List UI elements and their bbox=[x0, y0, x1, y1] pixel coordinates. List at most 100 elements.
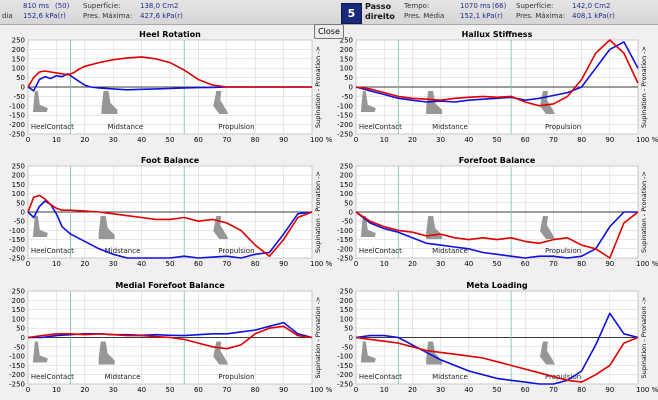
y-tick-label: 150 bbox=[340, 55, 353, 63]
y-tick-label: 200 bbox=[340, 172, 353, 180]
phase-label: Propulsion bbox=[545, 123, 581, 131]
chart-title: Foot Balance bbox=[141, 156, 200, 165]
x-tick-label: 30 bbox=[109, 386, 118, 394]
foot-silhouette-icon bbox=[32, 341, 48, 363]
y-tick-label: 50 bbox=[16, 325, 25, 333]
phase-label: Midstance bbox=[432, 247, 468, 255]
phase-label: HeelContact bbox=[31, 373, 74, 381]
x-tick-label: 60 bbox=[194, 386, 203, 394]
x-tick-label: 60 bbox=[194, 260, 203, 268]
foot-silhouette-icon bbox=[360, 216, 376, 237]
left-max-label: Pres. Máxima: bbox=[83, 12, 133, 20]
y-tick-label: 100 bbox=[12, 190, 25, 198]
phase-label: Midstance bbox=[105, 373, 141, 381]
x-tick-label: 80 bbox=[251, 386, 260, 394]
x-tick-label: 50 bbox=[493, 260, 502, 268]
y-tick-label: 250 bbox=[340, 37, 353, 45]
x-tick-label: 20 bbox=[408, 136, 417, 144]
y-axis-side-label: Supination - Pronation -> bbox=[640, 46, 648, 128]
x-tick-label: 90 bbox=[279, 386, 288, 394]
step-line1: Passo bbox=[365, 2, 392, 11]
y-tick-label: -200 bbox=[337, 245, 353, 253]
y-tick-label: -150 bbox=[9, 236, 25, 244]
left-partial-pres: 152,6 kPa(r) bbox=[23, 12, 66, 20]
x-tick-label: 40 bbox=[137, 136, 146, 144]
x-tick-label: 90 bbox=[279, 260, 288, 268]
series-line bbox=[27, 194, 313, 257]
y-tick-label: -200 bbox=[9, 121, 25, 129]
x-tick-label: 100 % bbox=[310, 136, 333, 144]
x-tick-label: 0 bbox=[26, 260, 30, 268]
foot-silhouette-icon bbox=[98, 216, 115, 239]
series-line bbox=[355, 211, 639, 259]
x-tick-label: 20 bbox=[408, 260, 417, 268]
x-tick-label: 70 bbox=[549, 260, 558, 268]
x-tick-label: 20 bbox=[80, 386, 89, 394]
right-mean-label: Pres. Média bbox=[404, 12, 445, 20]
x-tick-label: 100 % bbox=[310, 260, 333, 268]
y-tick-label: 250 bbox=[12, 37, 25, 45]
y-tick-label: -100 bbox=[337, 102, 353, 110]
series-line bbox=[27, 325, 313, 350]
y-axis-side-label: Supination - Pronation -> bbox=[314, 297, 322, 379]
series-line bbox=[355, 336, 639, 383]
x-tick-label: 30 bbox=[436, 136, 445, 144]
x-tick-label: 90 bbox=[605, 260, 614, 268]
phase-label: Propulsion bbox=[218, 373, 254, 381]
y-tick-label: -250 bbox=[9, 131, 25, 139]
chart-panel: Medial Forefoot Balance250200150100500-5… bbox=[9, 281, 332, 394]
y-tick-label: 100 bbox=[340, 190, 353, 198]
close-button[interactable]: Close bbox=[314, 24, 344, 39]
y-tick-label: -100 bbox=[337, 353, 353, 361]
y-tick-label: 50 bbox=[344, 199, 353, 207]
y-tick-label: -50 bbox=[342, 218, 353, 226]
y-tick-label: -150 bbox=[337, 236, 353, 244]
phase-label: Propulsion bbox=[545, 247, 581, 255]
y-tick-label: 100 bbox=[340, 65, 353, 73]
y-tick-label: 200 bbox=[340, 46, 353, 54]
y-tick-label: 100 bbox=[12, 315, 25, 323]
y-tick-label: 100 bbox=[12, 65, 25, 73]
y-tick-label: 250 bbox=[12, 163, 25, 171]
series-line bbox=[355, 41, 639, 103]
y-tick-label: -50 bbox=[14, 218, 25, 226]
y-axis-side-label: Supination - Pronation -> bbox=[640, 171, 648, 253]
y-tick-label: -200 bbox=[337, 371, 353, 379]
y-tick-label: -250 bbox=[9, 255, 25, 263]
right-surface-label: Superfície: bbox=[516, 2, 554, 10]
x-tick-label: 100 % bbox=[636, 386, 658, 394]
chart-panel: Forefoot Balance250200150100500-50-100-1… bbox=[337, 156, 658, 268]
chart-title: Medial Forefoot Balance bbox=[115, 281, 225, 290]
foot-silhouette-icon bbox=[426, 216, 443, 239]
x-tick-label: 10 bbox=[52, 386, 61, 394]
y-tick-label: 0 bbox=[21, 84, 25, 92]
y-tick-label: 0 bbox=[349, 334, 353, 342]
y-tick-label: 150 bbox=[12, 181, 25, 189]
phase-label: Midstance bbox=[432, 373, 468, 381]
chart-panel: Foot Balance250200150100500-50-100-150-2… bbox=[9, 156, 332, 268]
x-tick-label: 100 % bbox=[310, 386, 333, 394]
y-tick-label: 0 bbox=[349, 209, 353, 217]
y-axis-side-label: Supination - Pronation -> bbox=[314, 171, 322, 253]
series-line bbox=[355, 39, 639, 107]
y-tick-label: 200 bbox=[12, 297, 25, 305]
y-tick-label: 50 bbox=[16, 74, 25, 82]
y-tick-label: -50 bbox=[14, 93, 25, 101]
y-tick-label: -100 bbox=[9, 227, 25, 235]
y-tick-label: 250 bbox=[340, 163, 353, 171]
right-time: 1070 ms bbox=[460, 2, 491, 10]
x-tick-label: 60 bbox=[521, 260, 530, 268]
phase-label: HeelContact bbox=[31, 247, 74, 255]
x-tick-label: 70 bbox=[222, 136, 231, 144]
x-tick-label: 70 bbox=[222, 260, 231, 268]
x-tick-label: 30 bbox=[109, 136, 118, 144]
foot-silhouette-icon bbox=[101, 91, 118, 114]
right-time-label: Tempo: bbox=[404, 2, 430, 10]
phase-label: HeelContact bbox=[359, 123, 402, 131]
x-tick-label: 40 bbox=[464, 260, 473, 268]
x-tick-label: 10 bbox=[52, 260, 61, 268]
y-tick-label: -150 bbox=[9, 112, 25, 120]
info-bar: 810 ms (50) dia 152,6 kPa(r) Superfície:… bbox=[0, 0, 658, 25]
x-tick-label: 80 bbox=[577, 386, 586, 394]
y-tick-label: -150 bbox=[337, 112, 353, 120]
